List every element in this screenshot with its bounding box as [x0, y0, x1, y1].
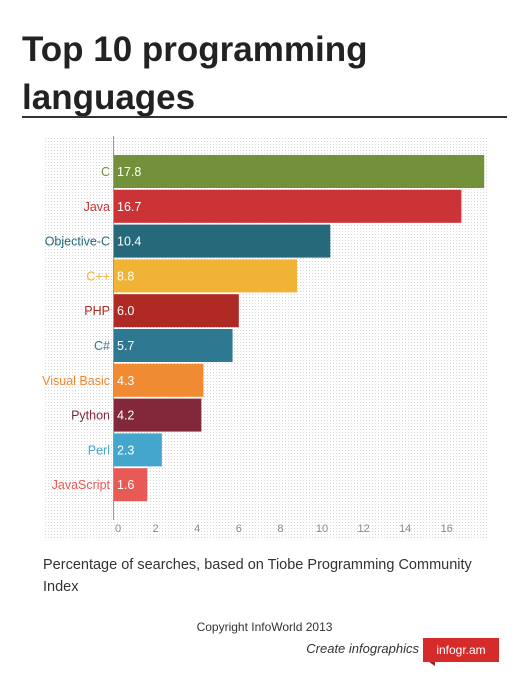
category-label: Objective-C [45, 235, 110, 249]
x-tick-label: 8 [277, 523, 283, 535]
x-tick-label: 0 [115, 523, 121, 535]
brand-badge-tail [423, 658, 435, 666]
category-label: Java [84, 200, 110, 214]
value-label: 6.0 [117, 304, 134, 318]
bar-objective-c [114, 224, 331, 258]
value-label: 17.8 [117, 165, 141, 179]
bar-perl [114, 433, 162, 467]
value-label: 4.2 [117, 409, 134, 423]
value-label: 1.6 [117, 478, 134, 492]
x-tick-label: 2 [153, 523, 159, 535]
x-tick-label: 4 [194, 523, 200, 535]
category-label: JavaScript [52, 478, 111, 492]
page-title: Top 10 programming languages [22, 30, 368, 117]
x-tick-label: 12 [357, 523, 369, 535]
category-label: C++ [86, 269, 110, 283]
category-label: Visual Basic [42, 374, 110, 388]
category-label: PHP [84, 304, 110, 318]
x-tick-label: 14 [399, 523, 411, 535]
x-tick-label: 6 [236, 523, 242, 535]
bar-visual-basic [114, 363, 204, 397]
value-label: 5.7 [117, 339, 134, 353]
chart-caption: Percentage of searches, based on Tiobe P… [43, 557, 472, 595]
create-infographics-link[interactable]: Create infographics [306, 641, 419, 656]
bar-javascript [114, 468, 148, 502]
bar-c- [114, 329, 233, 362]
category-label: Perl [88, 443, 110, 457]
category-label: C# [94, 339, 110, 353]
value-label: 4.3 [117, 374, 134, 388]
bar-java [114, 189, 462, 223]
category-label: Python [71, 409, 110, 423]
bar-python [114, 398, 202, 432]
bar-c- [114, 259, 298, 293]
bar-c [114, 155, 485, 188]
value-label: 10.4 [117, 235, 141, 249]
bar-php [114, 294, 239, 328]
value-label: 16.7 [117, 200, 141, 214]
infogram-badge[interactable]: infogr.am [423, 638, 499, 662]
copyright-text: Copyright InfoWorld 2013 [196, 620, 333, 634]
x-tick-label: 16 [441, 523, 453, 535]
value-label: 2.3 [117, 443, 134, 457]
x-tick-label: 10 [316, 523, 328, 535]
category-label: C [101, 165, 110, 179]
title-divider [22, 116, 507, 118]
bar-chart: C Java Objective-C C++ PHP C# Visual Basic Pyth… [42, 136, 487, 538]
value-label: 8.8 [117, 269, 134, 283]
